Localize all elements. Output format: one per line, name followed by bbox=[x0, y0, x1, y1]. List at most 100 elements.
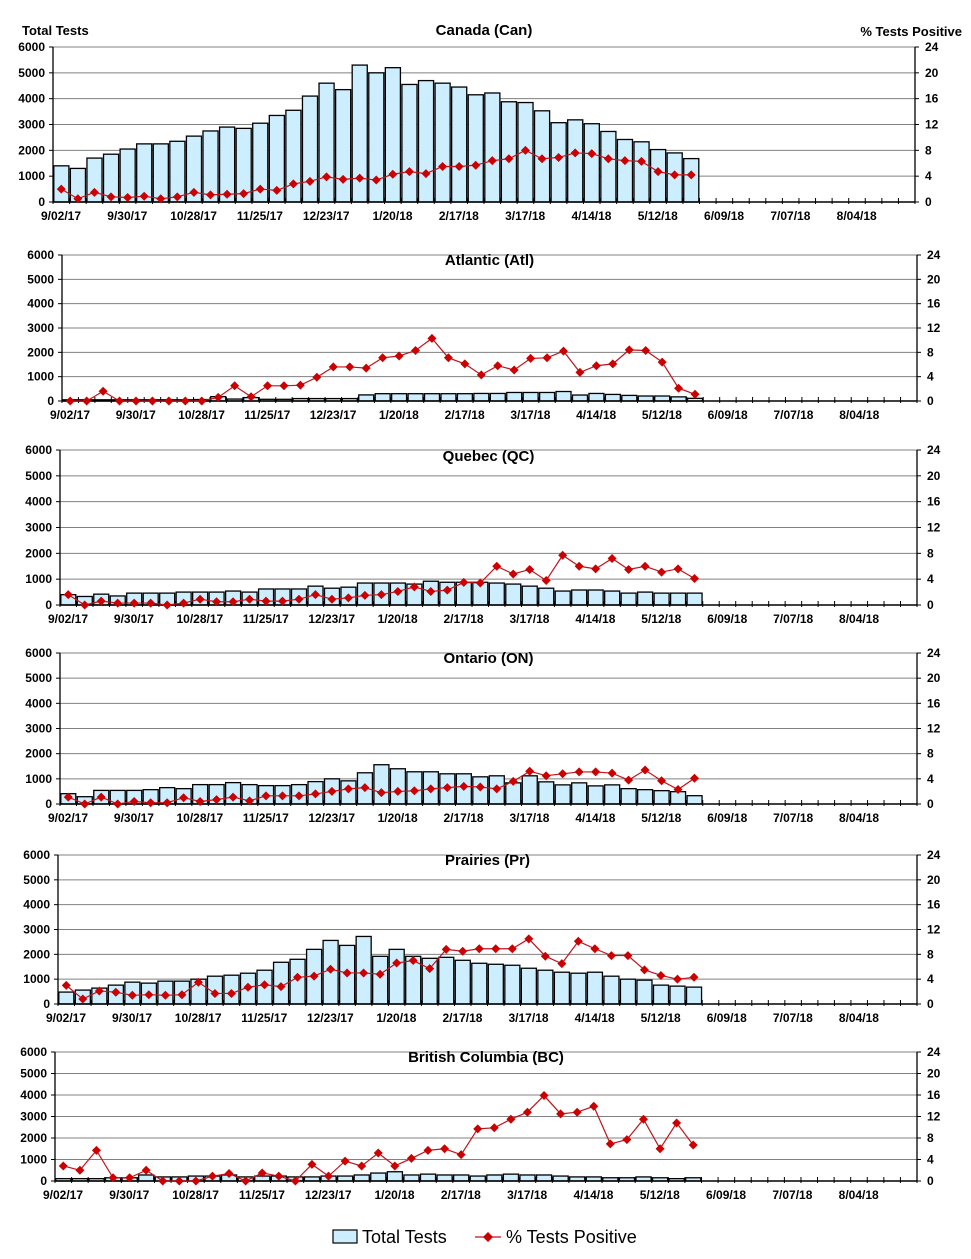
bar bbox=[583, 123, 600, 203]
x-tick-label: 12/23/17 bbox=[305, 1188, 352, 1202]
percent-positive-marker bbox=[653, 167, 663, 177]
bar bbox=[519, 1174, 536, 1182]
percent-positive-marker bbox=[524, 934, 534, 944]
x-tick-label: 3/17/18 bbox=[505, 209, 545, 223]
percent-positive-marker bbox=[537, 154, 547, 164]
percent-positive-marker bbox=[212, 597, 222, 607]
bar bbox=[386, 1171, 404, 1182]
bar bbox=[538, 781, 555, 805]
y-tick-label: 1000 bbox=[25, 572, 52, 586]
y2-tick-label: 12 bbox=[927, 923, 941, 937]
percent-positive-marker bbox=[89, 187, 99, 197]
y2-tick-label: 4 bbox=[927, 772, 934, 786]
percent-positive-marker bbox=[241, 1176, 251, 1186]
percent-positive-marker bbox=[277, 596, 287, 606]
percent-positive-marker bbox=[212, 795, 222, 805]
percent-positive-marker bbox=[406, 1153, 416, 1163]
percent-positive-marker bbox=[460, 359, 470, 369]
bar bbox=[384, 67, 402, 203]
percent-positive-marker bbox=[392, 958, 402, 968]
chart-panel: 0 1000 2000 3000 4000 5000 6000 0 4 8 12 16 20 24 9/02… bbox=[20, 1045, 940, 1202]
bar bbox=[53, 165, 70, 203]
x-tick-label: 1/20/18 bbox=[378, 612, 418, 626]
percent-positive-marker bbox=[690, 574, 700, 584]
percent-positive-marker bbox=[423, 1145, 433, 1155]
percent-positive-marker bbox=[293, 972, 303, 982]
percent-positive-marker bbox=[146, 598, 156, 608]
percent-positive-marker bbox=[131, 396, 141, 406]
bar bbox=[454, 959, 471, 1005]
x-tick-label: 12/23/17 bbox=[310, 408, 357, 422]
y-tick-label: 0 bbox=[38, 195, 45, 209]
percent-positive-marker bbox=[146, 798, 156, 808]
x-tick-label: 4/14/18 bbox=[575, 811, 615, 825]
percent-positive-marker bbox=[554, 152, 564, 162]
y2-tick-label: 4 bbox=[927, 972, 934, 986]
bar bbox=[571, 589, 588, 606]
y2-tick-label: 24 bbox=[927, 248, 941, 262]
legend-bar-label: Total Tests bbox=[362, 1227, 447, 1247]
percent-positive-marker bbox=[456, 1150, 466, 1160]
x-tick-label: 6/09/18 bbox=[708, 408, 748, 422]
percent-positive-marker bbox=[573, 936, 583, 946]
percent-positive-marker bbox=[475, 782, 485, 792]
y2-tick-label: 24 bbox=[925, 40, 939, 54]
x-tick-label: 11/25/17 bbox=[239, 1188, 285, 1202]
bar bbox=[683, 157, 700, 203]
y2-tick-label: 24 bbox=[927, 443, 941, 457]
bar bbox=[567, 119, 584, 203]
y2-tick-label: 16 bbox=[927, 495, 941, 509]
percent-positive-marker bbox=[440, 1144, 450, 1154]
chart-panel: 0 1000 2000 3000 4000 5000 6000 0 4 8 12 16 20 24 9/02… bbox=[25, 443, 940, 626]
percent-positive-marker bbox=[572, 1107, 582, 1117]
x-tick-label: 10/28/17 bbox=[175, 1011, 222, 1025]
y-tick-label: 4000 bbox=[18, 92, 45, 106]
percent-positive-marker bbox=[672, 1118, 682, 1128]
chart-title: Ontario (ON) bbox=[444, 650, 534, 667]
y2-tick-label: 4 bbox=[925, 169, 932, 183]
x-tick-label: 1/20/18 bbox=[373, 209, 413, 223]
bar bbox=[473, 392, 490, 402]
x-tick-label: 7/07/18 bbox=[773, 408, 813, 422]
percent-positive-marker bbox=[261, 596, 271, 606]
percent-positive-marker bbox=[471, 160, 481, 170]
bar bbox=[633, 141, 650, 203]
x-tick-label: 3/17/18 bbox=[509, 612, 549, 626]
bar bbox=[616, 138, 634, 203]
percent-positive-marker bbox=[542, 353, 552, 363]
legend-bar-swatch bbox=[332, 1229, 358, 1244]
x-tick-label: 1/20/18 bbox=[376, 1011, 416, 1025]
percent-positive-marker bbox=[174, 1176, 184, 1186]
y-tick-label: 2000 bbox=[25, 747, 52, 761]
bar bbox=[555, 390, 572, 402]
percent-positive-marker bbox=[177, 990, 187, 1000]
percent-positive-marker bbox=[624, 345, 634, 355]
x-tick-label: 9/30/17 bbox=[107, 209, 147, 223]
x-tick-label: 10/28/17 bbox=[170, 209, 217, 223]
percent-positive-marker bbox=[373, 1148, 383, 1158]
percent-positive-marker bbox=[526, 353, 536, 363]
percent-positive-marker bbox=[144, 990, 154, 1000]
x-tick-label: 9/02/17 bbox=[48, 612, 88, 626]
percent-positive-marker bbox=[360, 783, 370, 793]
chart-title: Canada (Can) bbox=[436, 22, 533, 39]
y2-tick-label: 24 bbox=[927, 646, 941, 660]
bar bbox=[301, 95, 319, 203]
percent-positive-marker bbox=[506, 1114, 516, 1124]
percent-positive-marker bbox=[558, 346, 568, 356]
x-tick-label: 8/04/18 bbox=[839, 408, 879, 422]
percent-positive-marker bbox=[475, 578, 485, 588]
percent-positive-marker bbox=[376, 590, 386, 600]
y-tick-label: 1000 bbox=[25, 772, 52, 786]
y2-tick-label: 16 bbox=[927, 1088, 941, 1102]
percent-positive-marker bbox=[61, 980, 71, 990]
percent-positive-marker bbox=[409, 582, 419, 592]
y-tick-label: 5000 bbox=[25, 671, 52, 685]
bar bbox=[554, 784, 571, 805]
x-tick-label: 12/23/17 bbox=[308, 811, 355, 825]
x-tick-label: 11/25/17 bbox=[237, 209, 283, 223]
bar bbox=[502, 1173, 520, 1182]
y-tick-label: 2000 bbox=[23, 947, 50, 961]
bar bbox=[440, 393, 457, 402]
percent-positive-marker bbox=[56, 184, 66, 194]
